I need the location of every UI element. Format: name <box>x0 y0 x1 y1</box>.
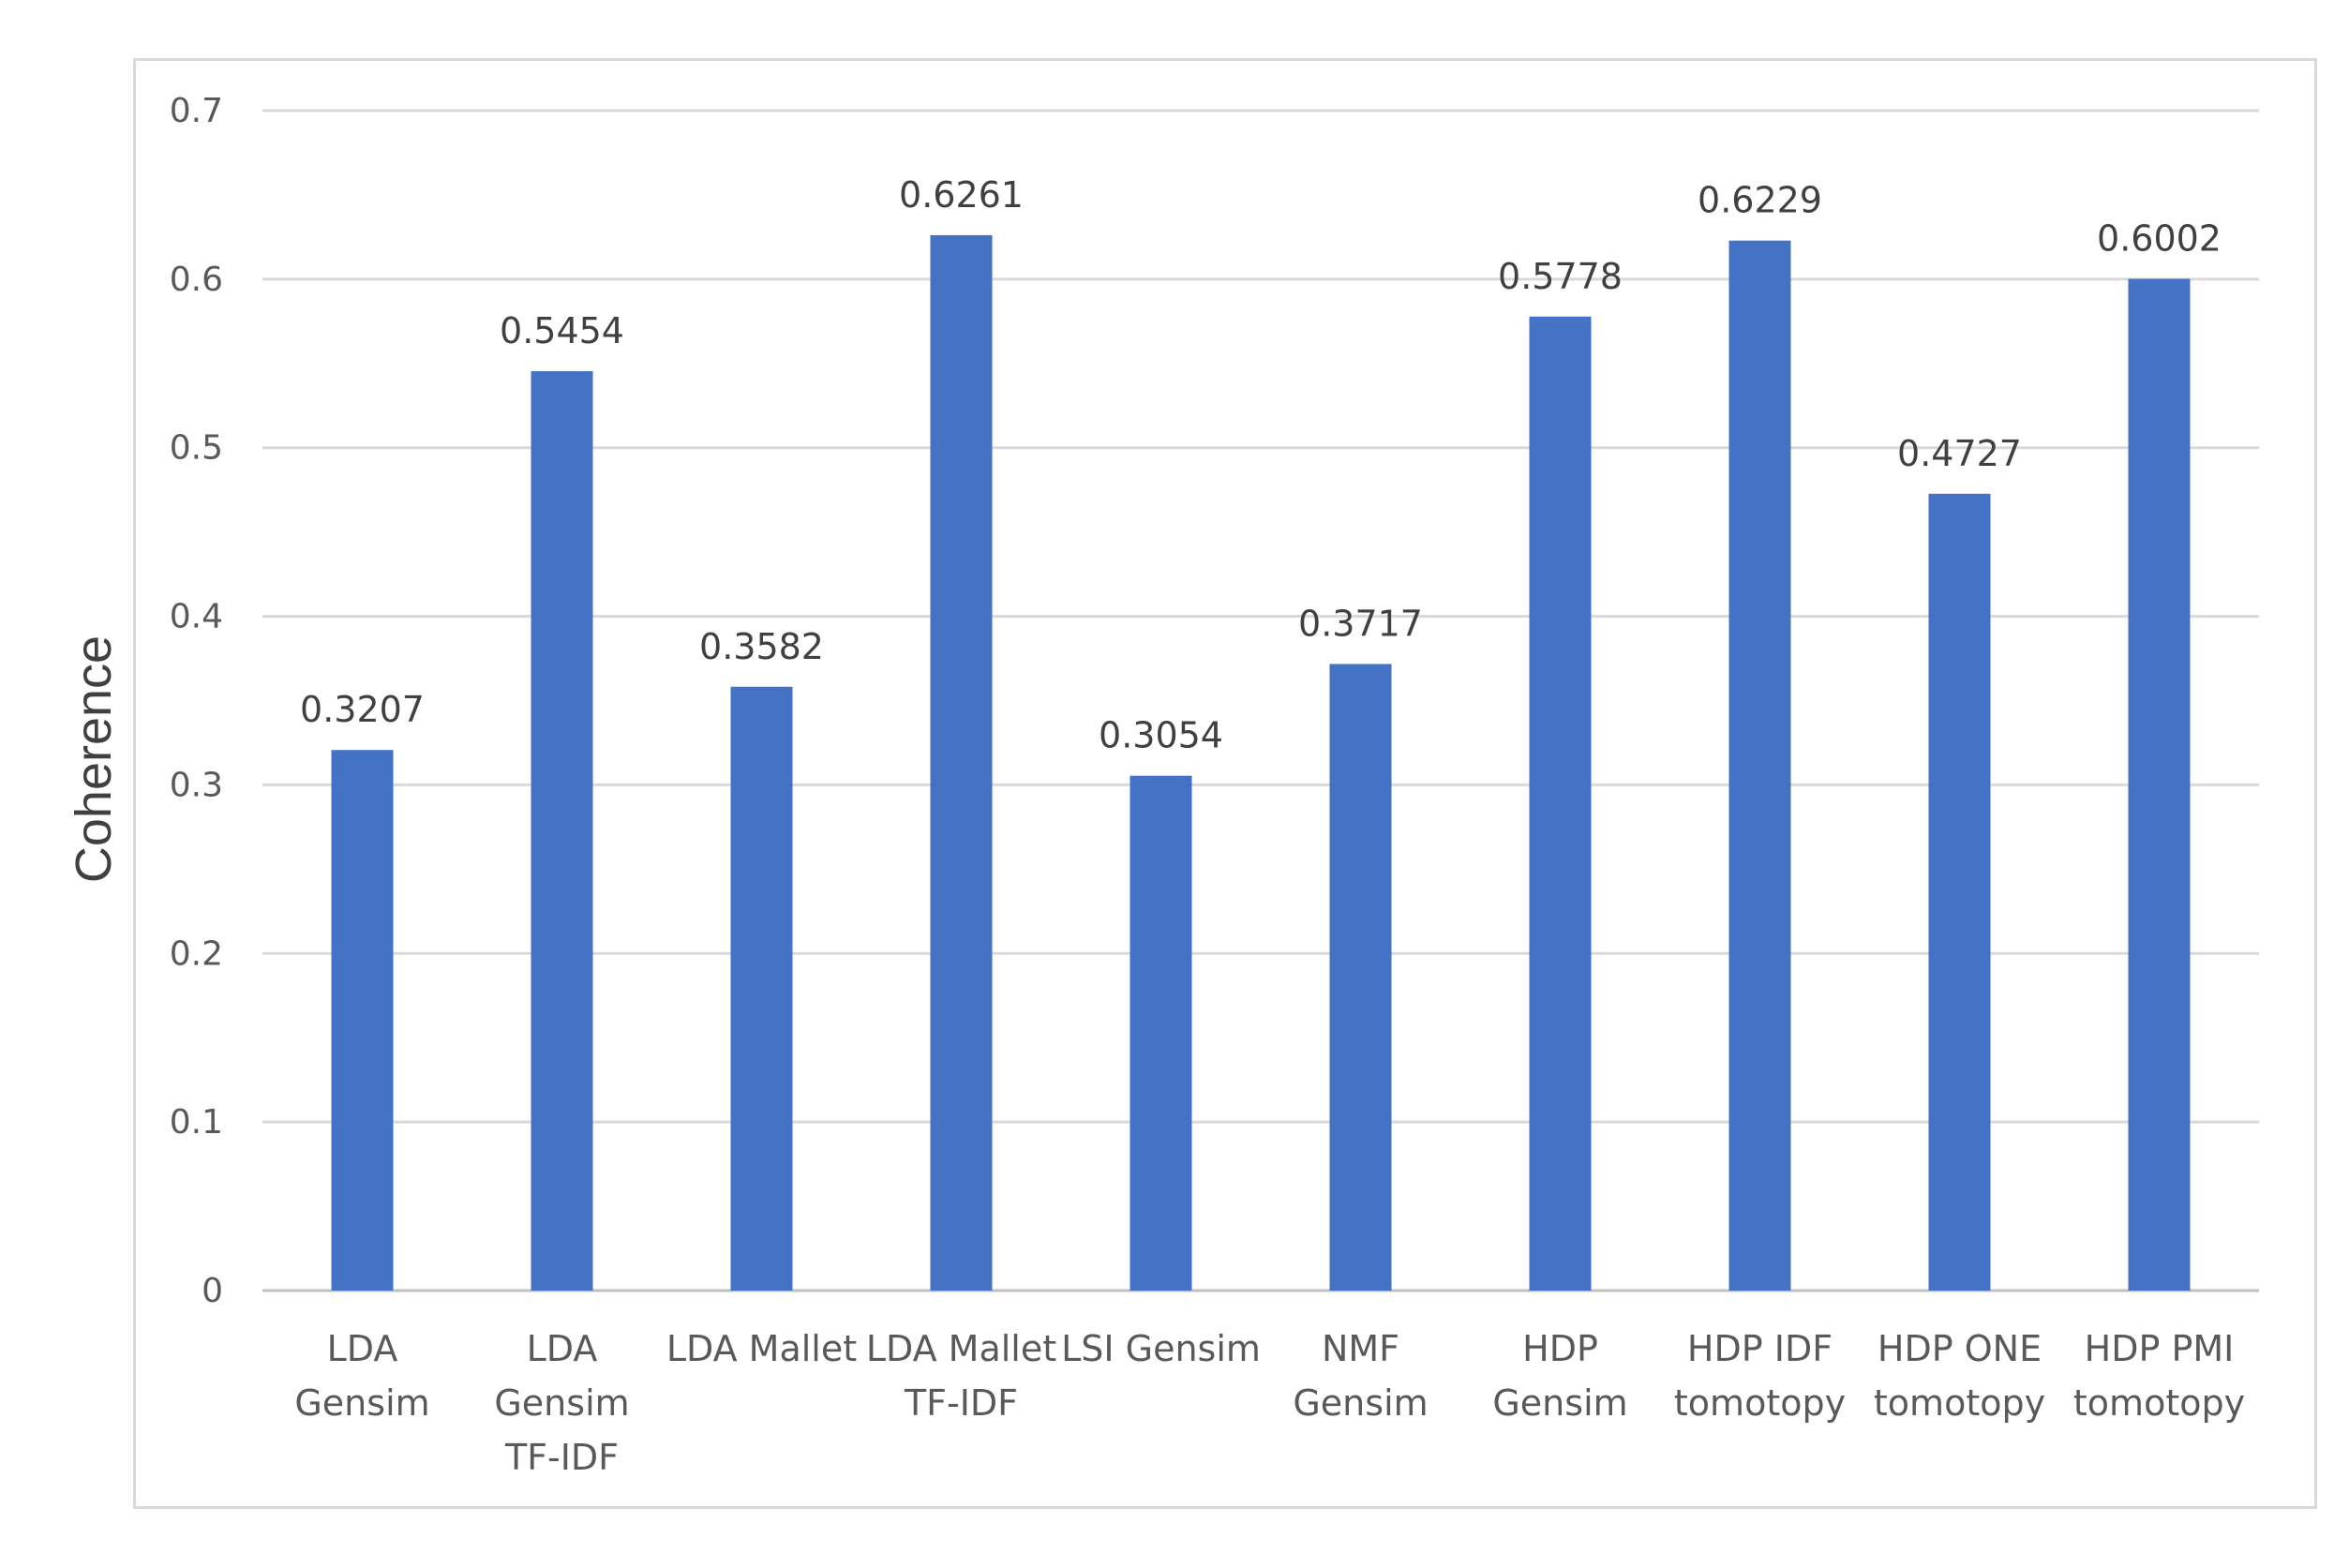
x-category-label: HDP IDF tomotopy <box>1674 1328 1846 1424</box>
x-category-label: HDP PMI tomotopy <box>2073 1328 2245 1424</box>
x-category-label-line: HDP ONE <box>1878 1328 2042 1369</box>
data-label: 0.3054 <box>1099 715 1223 756</box>
x-category-label-line: TF-IDF <box>904 1382 1018 1424</box>
x-category-label-line: LDA Mallet <box>866 1328 1056 1369</box>
x-category-label-line: NMF <box>1322 1328 1399 1369</box>
y-tick-label: 0.4 <box>170 598 223 636</box>
bar <box>730 686 793 1291</box>
bars <box>331 234 2191 1292</box>
data-label: 0.3717 <box>1298 603 1423 644</box>
data-label: 0.5454 <box>500 310 624 351</box>
x-category-label-line: LDA Mallet <box>666 1328 857 1369</box>
y-axis-ticks: 0 0.1 0.2 0.3 0.4 0.5 0.6 0.7 <box>170 92 223 1310</box>
x-category-label-line: Gensim <box>1293 1382 1428 1424</box>
data-labels: 0.3207 0.5454 0.3582 0.6261 0.3054 0.3717 0.57… <box>300 174 2222 756</box>
bar <box>1130 775 1192 1291</box>
x-axis-categories: LDA Gensim LDA Gensim TF-IDF LDA Mallet LDA Ma… <box>294 1328 2245 1478</box>
y-axis-label: Coherence <box>66 635 122 884</box>
y-tick-label: 0.7 <box>170 92 223 130</box>
bar <box>1529 316 1592 1292</box>
y-tick-label: 0 <box>202 1272 223 1310</box>
bar <box>331 750 394 1291</box>
y-tick-label: 0.1 <box>170 1103 223 1142</box>
y-tick-label: 0.5 <box>170 429 223 468</box>
x-category-label-line: Gensim <box>294 1382 429 1424</box>
x-category-label: LDA Gensim TF-IDF <box>494 1328 629 1478</box>
x-category-label-line: LDA <box>527 1328 598 1369</box>
data-label: 0.6229 <box>1698 180 1822 221</box>
data-label: 0.5778 <box>1498 256 1623 297</box>
x-category-label-line: TF-IDF <box>504 1437 619 1478</box>
data-label: 0.6261 <box>899 174 1024 216</box>
bar <box>1329 664 1392 1291</box>
bar <box>1928 493 1991 1291</box>
data-label: 0.6002 <box>2097 217 2222 259</box>
bar <box>2128 278 2191 1291</box>
x-category-label: LDA Mallet <box>666 1328 857 1369</box>
y-tick-label: 0.6 <box>170 261 223 299</box>
x-category-label: LDA Mallet TF-IDF <box>866 1328 1056 1424</box>
bar <box>930 234 993 1291</box>
x-category-label-line: Gensim <box>494 1382 629 1424</box>
data-label: 0.4727 <box>1897 433 2022 474</box>
x-category-label-line: HDP <box>1522 1328 1598 1369</box>
gridlines <box>262 109 2259 1292</box>
bar <box>531 371 593 1291</box>
data-label: 0.3207 <box>300 689 425 730</box>
data-label: 0.3582 <box>699 626 824 667</box>
x-category-label: HDP ONE tomotopy <box>1874 1328 2045 1424</box>
x-category-label-line: HDP PMI <box>2085 1328 2235 1369</box>
x-category-label: LSI Gensim <box>1061 1328 1261 1369</box>
x-category-label-line: Gensim <box>1492 1382 1627 1424</box>
x-category-label: HDP Gensim <box>1492 1328 1627 1424</box>
y-tick-label: 0.2 <box>170 934 223 973</box>
x-category-label-line: tomotopy <box>1874 1382 2045 1424</box>
bar <box>1728 240 1791 1291</box>
x-category-label-line: HDP IDF <box>1687 1328 1833 1369</box>
x-category-label-line: LDA <box>327 1328 398 1369</box>
x-category-label-line: LSI Gensim <box>1061 1328 1261 1369</box>
x-category-label: NMF Gensim <box>1293 1328 1428 1424</box>
x-category-label-line: tomotopy <box>1674 1382 1846 1424</box>
y-tick-label: 0.3 <box>170 766 223 804</box>
x-category-label-line: tomotopy <box>2073 1382 2245 1424</box>
x-category-label: LDA Gensim <box>294 1328 429 1424</box>
